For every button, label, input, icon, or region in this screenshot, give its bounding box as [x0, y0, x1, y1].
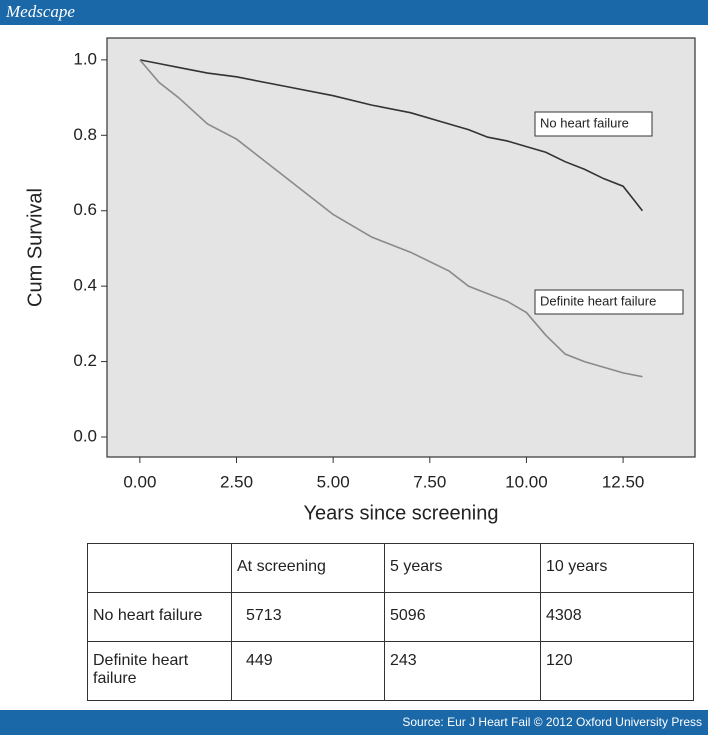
series-label-box — [534, 289, 684, 315]
cell: 449 — [231, 641, 385, 701]
x-tick-label: 0.00 — [123, 472, 156, 491]
x-tick-label: 5.00 — [317, 472, 350, 491]
table-row: No heart failure 5713 5096 4308 — [87, 592, 694, 642]
table-row: Definite heart failure 449 243 120 — [87, 641, 694, 701]
brand: Medscape — [6, 2, 75, 21]
cell: 243 — [384, 641, 541, 701]
y-tick-label: 0.0 — [73, 426, 97, 445]
table-header: At screening 5 years 10 years — [87, 543, 694, 593]
row-label: No heart failure — [87, 592, 232, 642]
column-header: 5 years — [384, 543, 541, 593]
column-header: 10 years — [540, 543, 694, 593]
cell: 4308 — [540, 592, 694, 642]
series-label: No heart failure — [540, 115, 629, 130]
series-label: Definite heart failure — [540, 293, 656, 308]
series-line — [139, 59, 644, 212]
chart: 0.0 0.2 0.4 0.6 0.8 1.0 0.00 2.50 5.00 7.50 10.00 1… — [24, 37, 696, 524]
source: Source: Eur J Heart Fail © 2012 Oxford U… — [402, 715, 702, 729]
x-tick-label: 2.50 — [220, 472, 253, 491]
y-tick-label: 0.4 — [73, 276, 97, 295]
plot-area — [106, 37, 696, 458]
y-axis-label: Cum Survival — [24, 188, 46, 307]
cell: 120 — [540, 641, 694, 701]
cell: 5713 — [231, 592, 385, 642]
y-tick-label: 0.2 — [73, 351, 97, 370]
header-bar: Medscape — [0, 0, 708, 25]
series-line — [139, 59, 643, 378]
x-tick-label: 12.50 — [602, 472, 645, 491]
cell: 5096 — [384, 592, 541, 642]
row-label: Definite heart failure — [87, 641, 232, 701]
y-tick-label: 0.6 — [73, 200, 97, 219]
x-tick-label: 7.50 — [413, 472, 446, 491]
table-corner — [87, 543, 232, 593]
y-tick-label: 0.8 — [73, 125, 97, 144]
y-tick-label: 1.0 — [73, 49, 97, 68]
counts-table: At screening 5 years 10 years No heart f… — [87, 543, 694, 701]
x-tick-label: 10.00 — [505, 472, 548, 491]
x-axis-label: Years since screening — [304, 502, 499, 524]
series-label-box — [534, 111, 653, 137]
column-header: At screening — [231, 543, 385, 593]
footer-bar: Source: Eur J Heart Fail © 2012 Oxford U… — [0, 710, 708, 735]
